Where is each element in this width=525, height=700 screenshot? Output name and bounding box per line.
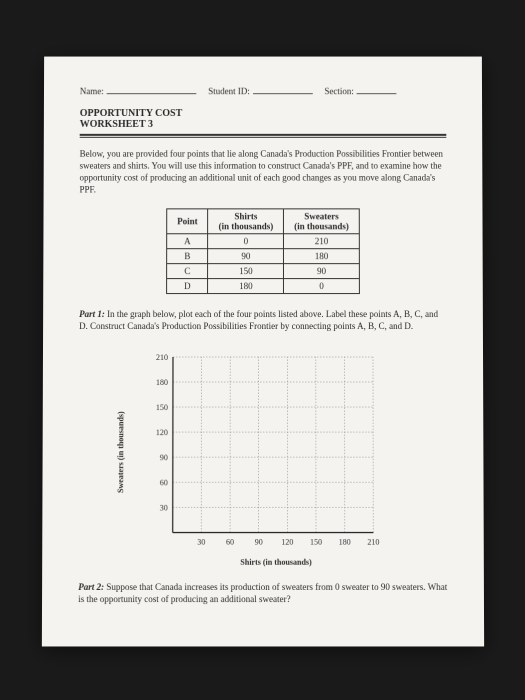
svg-text:150: 150 <box>155 403 167 412</box>
name-label: Name: <box>79 86 103 96</box>
col-point: Point <box>166 208 207 233</box>
ppf-chart-wrap: Sweaters (in thousands) 30 30 60 60 90 90 120 1… <box>78 342 447 563</box>
svg-text:150: 150 <box>310 537 322 546</box>
svg-text:180: 180 <box>338 537 350 546</box>
svg-text:120: 120 <box>155 428 167 437</box>
table-header-row: Point Shirts (in thousands) Sweaters (in… <box>166 208 359 233</box>
table-cell: A <box>166 233 207 248</box>
svg-text:90: 90 <box>254 537 262 546</box>
table-row: C15090 <box>166 263 359 278</box>
svg-text:180: 180 <box>155 378 167 387</box>
col-shirts: Shirts (in thousands) <box>208 208 284 233</box>
part2-body: Suppose that Canada increases its produc… <box>78 582 447 604</box>
svg-text:30: 30 <box>197 537 205 546</box>
chart-svg: 30 30 60 60 90 90 120 120 150 150 180 180 210 210 <box>132 342 393 563</box>
part2-label: Part 2: <box>78 582 104 592</box>
table-cell: 90 <box>208 248 284 263</box>
student-id-field: Student ID: <box>208 84 312 96</box>
svg-text:60: 60 <box>226 537 234 546</box>
part1-body: In the graph below, plot each of the fou… <box>79 309 438 331</box>
header-fields: Name: Student ID: Section: <box>79 84 445 96</box>
x-axis-label: Shirts (in thousands) <box>240 558 311 567</box>
section-field: Section: <box>324 84 396 96</box>
student-id-blank[interactable] <box>252 84 312 94</box>
svg-text:30: 30 <box>159 503 167 512</box>
worksheet-page: Name: Student ID: Section: OPPORTUNITY C… <box>41 57 483 647</box>
table-row: A0210 <box>166 233 359 248</box>
table-cell: 90 <box>283 263 359 278</box>
part1-label: Part 1: <box>79 309 105 319</box>
svg-text:90: 90 <box>159 453 167 462</box>
part2-text: Part 2: Suppose that Canada increases it… <box>78 581 448 605</box>
title-line1: OPPORTUNITY COST <box>79 108 446 119</box>
table-cell: C <box>166 263 207 278</box>
svg-text:120: 120 <box>281 537 293 546</box>
name-field: Name: <box>79 84 195 96</box>
intro-paragraph: Below, you are provided four points that… <box>79 148 446 196</box>
table-cell: 150 <box>208 263 284 278</box>
table-row: B90180 <box>166 248 359 263</box>
table-cell: 180 <box>283 248 359 263</box>
svg-text:210: 210 <box>367 537 379 546</box>
table-cell: D <box>166 278 207 293</box>
svg-text:210: 210 <box>155 353 167 362</box>
table-cell: 210 <box>283 233 359 248</box>
table-cell: B <box>166 248 207 263</box>
ppf-data-table: Point Shirts (in thousands) Sweaters (in… <box>166 208 360 294</box>
section-blank[interactable] <box>356 84 396 94</box>
col-sweaters: Sweaters (in thousands) <box>283 208 359 233</box>
ppf-chart: Sweaters (in thousands) 3030606090901201… <box>132 342 393 563</box>
part1-text: Part 1: In the graph below, plot each of… <box>79 308 447 332</box>
student-id-label: Student ID: <box>208 86 250 96</box>
title-divider <box>79 134 446 138</box>
svg-text:60: 60 <box>159 478 167 487</box>
table-row: D1800 <box>166 278 359 293</box>
title-line2: WORKSHEET 3 <box>79 119 446 130</box>
table-cell: 0 <box>208 233 284 248</box>
name-blank[interactable] <box>106 84 196 94</box>
section-label: Section: <box>324 86 353 96</box>
table-cell: 180 <box>208 278 284 293</box>
table-cell: 0 <box>283 278 359 293</box>
y-axis-label: Sweaters (in thousands) <box>116 411 125 493</box>
title-block: OPPORTUNITY COST WORKSHEET 3 <box>79 108 446 130</box>
